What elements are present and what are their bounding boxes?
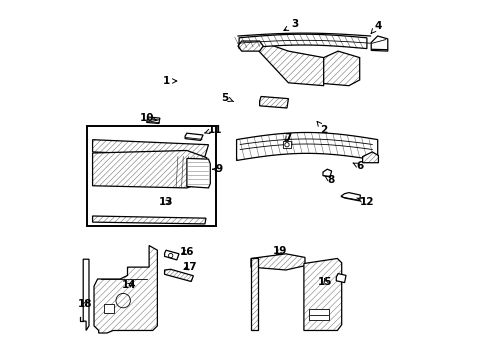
Polygon shape: [92, 150, 206, 188]
Text: 8: 8: [324, 175, 334, 185]
Polygon shape: [303, 258, 341, 330]
Polygon shape: [164, 250, 179, 260]
Polygon shape: [259, 96, 288, 108]
Polygon shape: [239, 34, 366, 49]
Text: 12: 12: [356, 197, 373, 207]
Bar: [283, 141, 290, 148]
Polygon shape: [362, 152, 378, 163]
Polygon shape: [250, 258, 258, 330]
Polygon shape: [92, 216, 205, 224]
Text: 6: 6: [352, 161, 363, 171]
Polygon shape: [258, 41, 323, 86]
Text: 4: 4: [370, 21, 381, 33]
Polygon shape: [92, 140, 208, 157]
Polygon shape: [250, 254, 305, 270]
Text: 5: 5: [221, 93, 233, 103]
Polygon shape: [94, 246, 157, 333]
Polygon shape: [336, 274, 346, 283]
Text: 2: 2: [317, 121, 326, 135]
Polygon shape: [236, 132, 377, 161]
Polygon shape: [236, 132, 377, 161]
Polygon shape: [323, 51, 359, 86]
Polygon shape: [164, 269, 193, 282]
Polygon shape: [370, 36, 387, 51]
Text: 16: 16: [179, 247, 194, 257]
Polygon shape: [146, 117, 160, 123]
Polygon shape: [238, 41, 263, 51]
Polygon shape: [92, 150, 206, 188]
Text: 19: 19: [272, 246, 286, 256]
Text: 14: 14: [122, 280, 136, 290]
Polygon shape: [250, 258, 258, 330]
Polygon shape: [94, 246, 157, 333]
Text: 15: 15: [318, 276, 332, 287]
Polygon shape: [303, 258, 341, 330]
Polygon shape: [250, 254, 305, 270]
Polygon shape: [92, 140, 208, 157]
Text: 18: 18: [78, 299, 92, 309]
Bar: [87, 126, 216, 226]
Polygon shape: [164, 269, 193, 282]
Text: 17: 17: [182, 262, 197, 272]
Polygon shape: [186, 158, 210, 188]
Text: 11: 11: [204, 125, 222, 135]
Polygon shape: [322, 169, 331, 176]
Text: 13: 13: [159, 197, 173, 207]
Text: 10: 10: [140, 113, 157, 123]
Polygon shape: [258, 41, 323, 86]
Polygon shape: [259, 96, 288, 108]
Text: 9: 9: [212, 164, 223, 174]
Polygon shape: [323, 51, 359, 86]
Bar: [309, 309, 328, 320]
Polygon shape: [362, 152, 378, 163]
Polygon shape: [340, 193, 360, 201]
Text: 7: 7: [284, 132, 291, 143]
Text: 3: 3: [284, 19, 298, 31]
Polygon shape: [185, 133, 203, 140]
Polygon shape: [83, 259, 89, 330]
Text: 1: 1: [162, 76, 177, 86]
Polygon shape: [92, 216, 205, 224]
Polygon shape: [238, 41, 263, 51]
Bar: [104, 304, 114, 313]
